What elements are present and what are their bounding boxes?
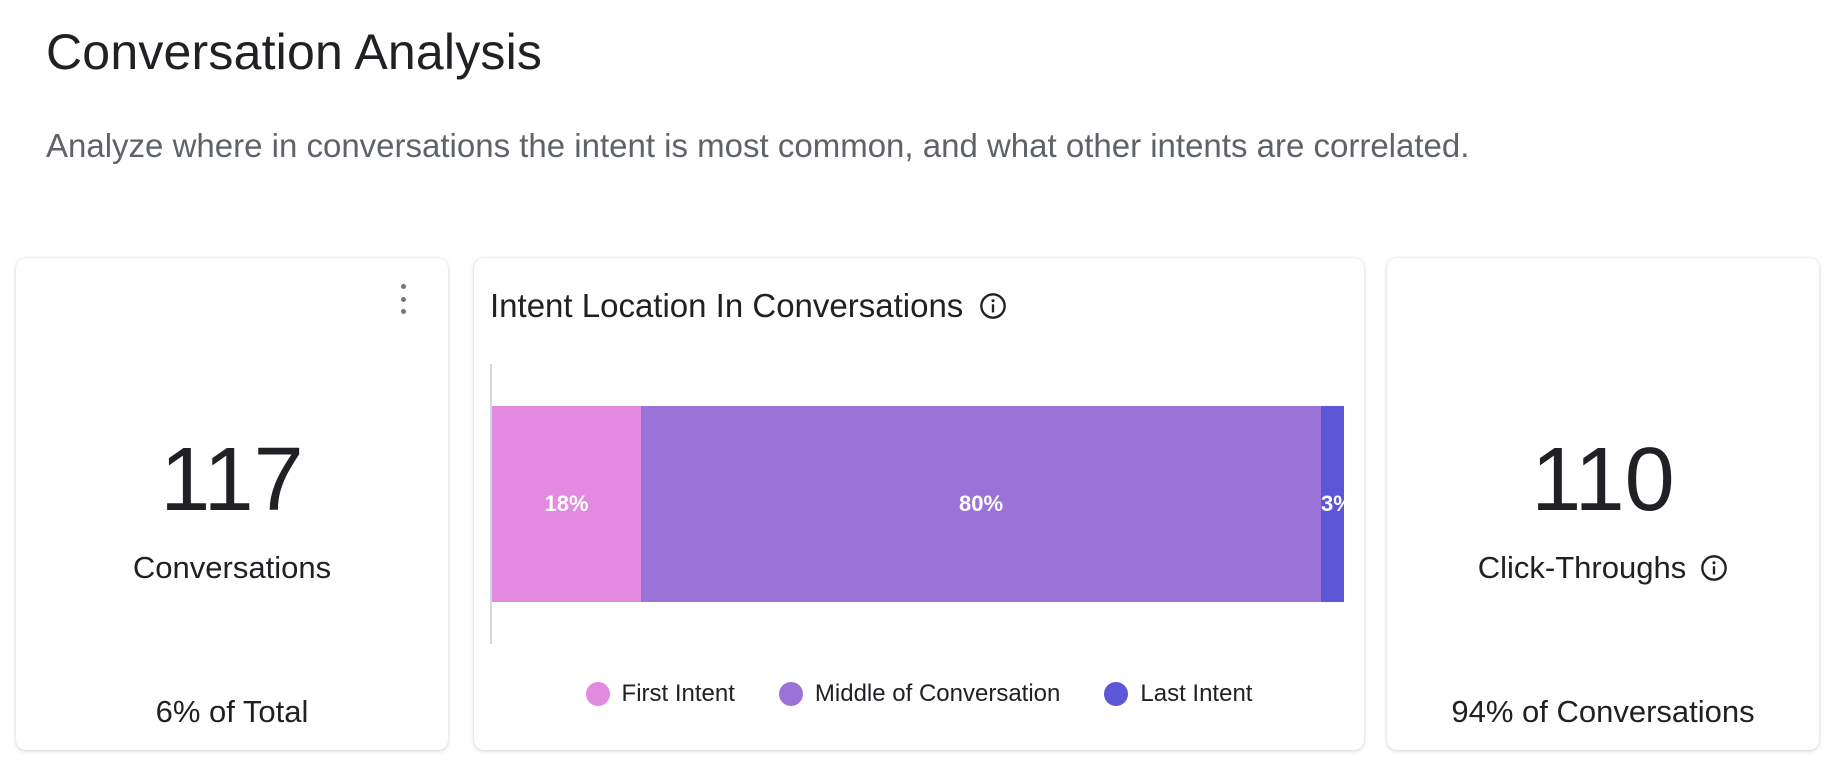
conversations-card: 117 Conversations 6% of Total (16, 258, 448, 750)
bar-segment-label: 3% (1320, 491, 1353, 516)
bar-segment-label: 18% (544, 491, 589, 516)
bar-segment-label: 80% (959, 491, 1004, 516)
legend-swatch (1104, 682, 1129, 706)
more-vert-icon[interactable] (396, 284, 410, 314)
bar-segment[interactable]: 3% (1320, 406, 1353, 602)
info-icon[interactable] (979, 292, 1007, 320)
chart-title: Intent Location In Conversations (490, 287, 964, 324)
conversations-share: 6% of Total (155, 694, 309, 729)
legend-swatch (778, 682, 803, 706)
conversations-label: Conversations (132, 550, 332, 585)
click-throughs-share: 94% of Conversations (1451, 694, 1755, 729)
stacked-bar-chart: 18% 80% 3% (490, 364, 1353, 646)
page-subtitle: Analyze where in conversations the inten… (46, 127, 1470, 164)
conversations-count: 117 (160, 430, 304, 530)
legend-item[interactable]: Middle of Conversation (778, 680, 1061, 708)
chart-legend: First Intent Middle of Conversation Last I… (474, 680, 1364, 708)
legend-label: Middle of Conversation (814, 680, 1061, 707)
page-title: Conversation Analysis (46, 24, 543, 80)
legend-item[interactable]: Last Intent (1104, 680, 1252, 708)
bar-segment[interactable]: 18% (492, 406, 642, 602)
click-throughs-count: 110 (1531, 430, 1675, 530)
info-icon[interactable] (1700, 554, 1728, 582)
legend-swatch (585, 682, 610, 706)
click-throughs-label-row: Click-Throughs (1387, 548, 1819, 588)
click-throughs-label: Click-Throughs (1477, 550, 1687, 585)
legend-label: First Intent (621, 680, 735, 707)
legend-item[interactable]: First Intent (585, 680, 735, 708)
y-axis-line (490, 364, 492, 644)
kebab-dot (400, 284, 406, 289)
chart-title-row: Intent Location In Conversations (490, 284, 1007, 328)
kebab-dot (400, 296, 406, 302)
stacked-bar: 18% 80% 3% (492, 406, 1353, 602)
click-throughs-card: 110 Click-Throughs 94% of Conversations (1387, 258, 1819, 750)
conversations-label-row: Conversations (16, 548, 448, 588)
kebab-dot (400, 309, 406, 314)
legend-label: Last Intent (1140, 680, 1253, 707)
bar-segment[interactable]: 80% (641, 406, 1321, 602)
intent-location-card: Intent Location In Conversations 18% 80% 3… (474, 258, 1364, 750)
